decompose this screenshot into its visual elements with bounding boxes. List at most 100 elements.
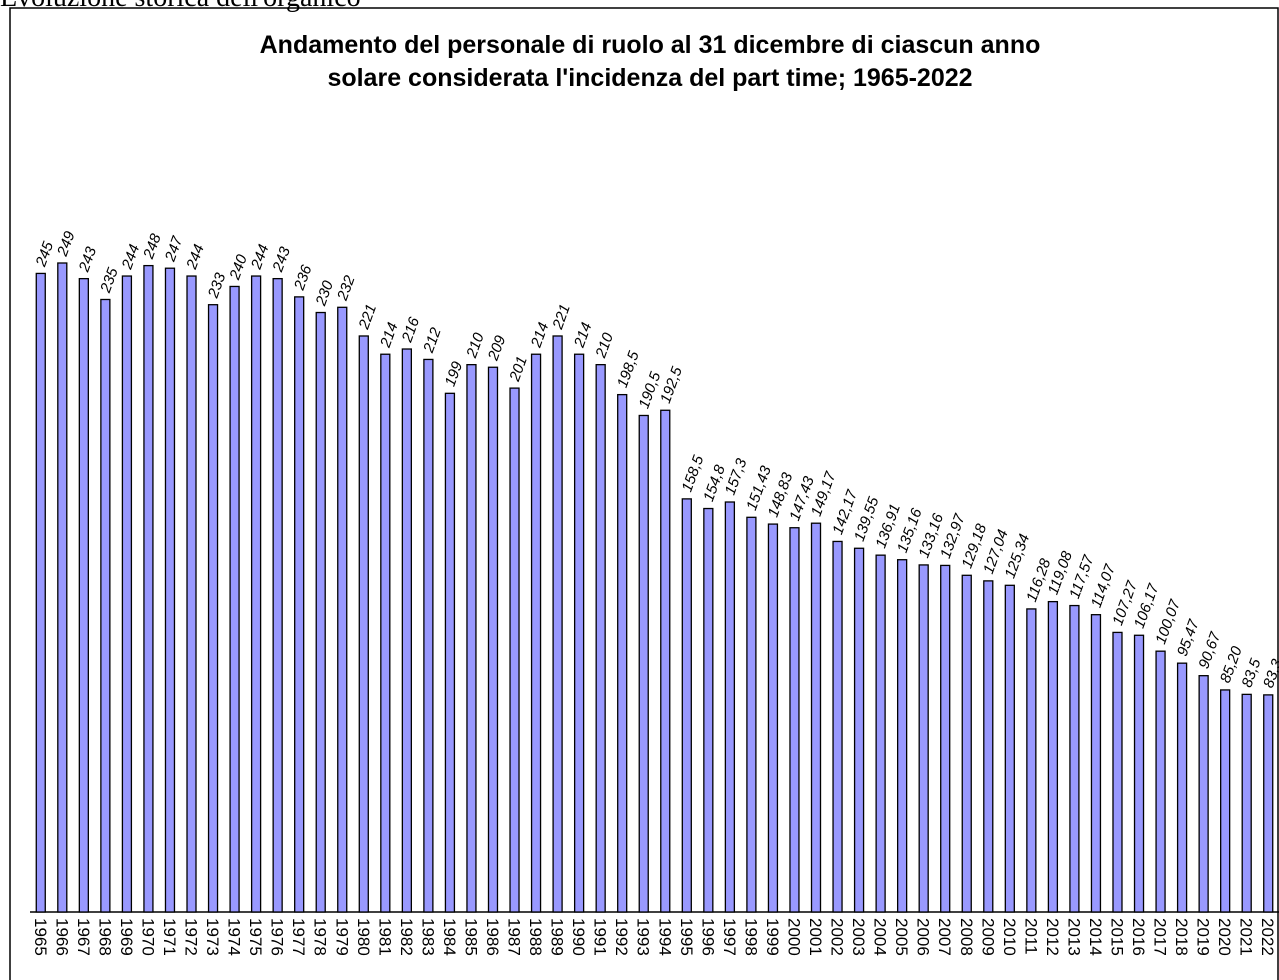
x-tick-label: 1981 [375,918,394,956]
value-label: 199 [442,359,467,389]
x-tick-label: 2020 [1215,918,1234,956]
x-tick-label: 1999 [763,918,782,956]
bar [186,275,197,913]
value-label: 245 [32,239,57,270]
x-tick-label: 2013 [1064,918,1083,956]
x-tick-label: 2011 [1021,918,1040,955]
bar [272,277,283,913]
x-tick-label: 1986 [483,918,502,956]
bar [1026,608,1037,913]
bar [573,353,585,913]
x-tick-label: 1980 [354,918,373,956]
value-label: 212 [420,325,445,356]
bar [1241,693,1252,913]
bar [896,559,908,913]
value-label: 230 [312,278,337,309]
x-tick-label: 2009 [978,918,997,956]
bar [509,387,520,913]
page-heading: Evoluzione storica dell'organico [0,0,361,13]
value-label: 83,3 [1260,656,1279,690]
bar [961,574,972,913]
x-tick-label: 1979 [332,918,351,956]
bar [358,335,369,913]
value-label: 232 [334,273,359,304]
x-tick-label: 1987 [505,918,524,956]
x-tick-label: 1995 [677,918,696,956]
bar [1263,694,1274,913]
bar [832,540,843,913]
bar [380,353,391,913]
value-label: 243 [75,244,100,275]
x-tick-label: 1972 [182,918,201,956]
bar [703,507,714,913]
bar [1004,584,1015,913]
bar [810,522,822,913]
x-tick-label: 1992 [612,918,631,956]
x-tick-label: 1967 [74,918,93,956]
chart-frame [9,7,1279,980]
bar [918,564,929,913]
x-tick-label: 1971 [160,918,179,956]
value-label: 201 [506,354,531,384]
x-tick-label: 1966 [52,918,71,956]
bar [121,275,133,913]
x-tick-label: 1969 [117,918,136,956]
value-label: 244 [118,242,143,272]
bar [1112,631,1123,913]
x-tick-label: 2014 [1086,918,1105,956]
value-label: 95,47 [1174,617,1203,659]
value-label: 209 [484,333,509,364]
x-tick-label: 1977 [289,918,308,956]
x-tick-label: 1993 [634,918,653,956]
x-tick-label: 1983 [418,918,437,956]
x-tick-label: 2016 [1129,918,1148,956]
bar [250,275,262,913]
bar [294,296,305,913]
x-tick-label: 1965 [31,918,50,956]
x-tick-label: 2002 [828,918,847,956]
x-tick-label: 2018 [1172,918,1191,956]
x-tick-label: 1975 [246,918,265,956]
bar [983,580,994,913]
bar [207,304,219,913]
bar [401,348,413,913]
bar [1198,675,1209,913]
value-label: 221 [355,302,380,332]
x-tick-label: 2010 [1000,918,1019,956]
bar [1133,634,1145,913]
bar [660,409,671,913]
bar [681,498,692,913]
bar [767,523,779,913]
bar [1176,662,1188,913]
value-label: 240 [226,252,251,283]
x-tick-label: 2012 [1043,918,1062,956]
x-tick-label: 1970 [138,918,157,956]
bar [229,285,240,913]
bar [1090,614,1102,913]
value-label: 221 [549,302,574,332]
bar [724,501,736,913]
bar [78,277,89,913]
x-tick-label: 2007 [935,918,954,956]
x-tick-label: 2021 [1237,918,1256,956]
bar [1047,600,1059,913]
x-tick-label: 1997 [720,918,739,956]
bar [940,564,951,913]
bar [57,262,68,913]
value-label: 198,5 [614,348,643,390]
value-label: 214 [571,320,596,350]
x-tick-label: 1998 [741,918,760,956]
bar [595,364,606,913]
x-tick-label: 1990 [569,918,588,956]
chart-title: Andamento del personale di ruolo al 31 d… [260,31,1041,59]
value-label: 236 [291,262,316,293]
x-tick-label: 2005 [892,918,911,956]
x-tick-label: 1978 [311,918,330,956]
x-tick-label: 1974 [225,918,244,956]
bar [1069,604,1080,913]
bar [35,272,46,913]
x-tick-label: 1976 [268,918,287,956]
x-tick-label: 2001 [806,918,825,956]
